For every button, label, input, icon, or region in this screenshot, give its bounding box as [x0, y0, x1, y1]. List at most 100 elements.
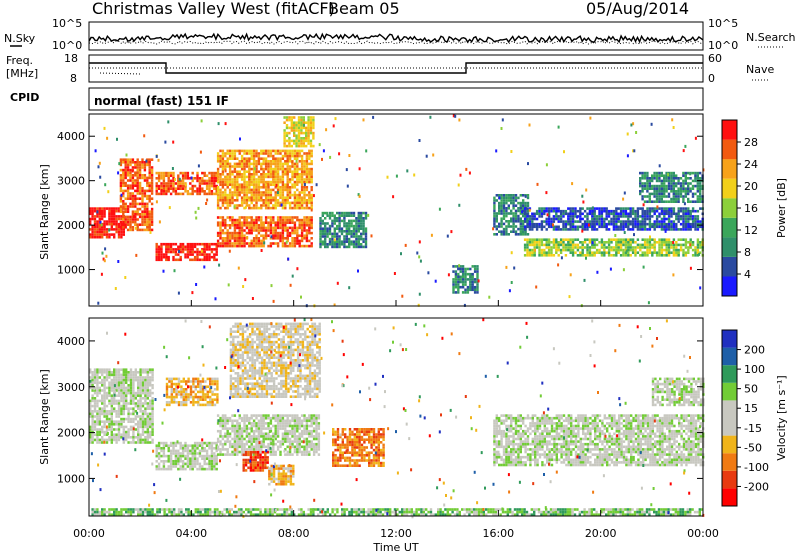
xtick-label: 16:00	[482, 527, 514, 540]
velocity-colorbar-swatch	[722, 330, 737, 348]
power-colorbar-tick: 24	[744, 158, 758, 171]
velocity-colorbar-swatch	[722, 382, 737, 401]
power-colorbar-swatch	[722, 237, 737, 257]
velocity-ytick-label: 2000	[57, 427, 85, 440]
velocity-region	[229, 322, 321, 398]
power-region	[155, 171, 218, 196]
velocity-region	[216, 414, 321, 456]
velocity-colorbar-swatch	[722, 365, 737, 383]
cpid-text: normal (fast) 151 IF	[94, 94, 229, 108]
velocity-colorbar-tick: -100	[744, 461, 769, 474]
freq-unit-label: [MHz]	[6, 67, 38, 80]
velocity-ytick-label: 4000	[57, 335, 85, 348]
xtick-label: 20:00	[585, 527, 617, 540]
freq-left-tick-bottom: 8	[70, 72, 77, 85]
freq-line	[89, 62, 703, 74]
power-region	[216, 149, 313, 210]
velocity-region	[165, 377, 219, 407]
noise-right-tick-top: 10^5	[708, 17, 738, 30]
power-colorbar-label: Power [dB]	[775, 178, 788, 238]
velocity-colorbar-tick: 100	[744, 363, 765, 376]
power-ylabel: Slant Range [km]	[38, 164, 51, 260]
power-colorbar-tick: 28	[744, 136, 758, 149]
power-colorbar-swatch	[722, 217, 737, 238]
xtick-label: 12:00	[380, 527, 412, 540]
station-title: Christmas Valley West (fitACF)	[92, 0, 335, 18]
cpid-panel: normal (fast) 151 IF	[88, 87, 704, 111]
power-region	[319, 211, 368, 249]
power-colorbar-swatch	[722, 139, 737, 160]
velocity-colorbar-swatch	[722, 347, 737, 366]
velocity-colorbar-swatch	[722, 418, 737, 436]
power-colorbar-swatch	[722, 276, 737, 296]
nsearch-label: N.Search	[746, 31, 796, 44]
noise-panel: 10^5 10^0 10^5 10^0	[52, 17, 738, 52]
power-colorbar-tick: 8	[744, 246, 751, 259]
velocity-region	[332, 428, 385, 467]
power-region	[89, 207, 125, 239]
freq-left-tick-top: 18	[64, 52, 78, 65]
velocity-colorbar-swatch	[722, 453, 737, 471]
power-ytick-label: 3000	[57, 175, 85, 188]
power-region	[493, 194, 530, 236]
power-colorbar-swatch	[722, 120, 737, 140]
power-region	[523, 238, 704, 257]
velocity-colorbar-tick: 200	[744, 344, 765, 357]
velocity-colorbar-label: Velocity [m s⁻¹]	[775, 375, 788, 460]
power-colorbar-tick: 16	[744, 202, 758, 215]
noise-left-tick-bottom: 10^0	[52, 39, 82, 52]
velocity-colorbar-swatch	[722, 400, 737, 418]
noise-left-tick-top: 10^5	[52, 17, 82, 30]
nave-label: Nave	[746, 63, 774, 76]
nave-dip	[99, 72, 141, 75]
power-region	[119, 158, 154, 232]
power-colorbar-swatch	[722, 256, 737, 277]
freq-right-tick-top: 60	[708, 52, 722, 65]
xtick-label: 08:00	[278, 527, 310, 540]
power-colorbar-tick: 12	[744, 224, 758, 237]
velocity-region	[155, 441, 218, 471]
power-region	[639, 171, 704, 203]
velocity-region	[242, 450, 269, 472]
velocity-colorbar-swatch	[722, 488, 737, 506]
velocity-colorbar-tick: -200	[744, 480, 769, 493]
xtick-label: 04:00	[175, 527, 207, 540]
power-panel: 4000 3000 2000 1000 Slant Range [km]	[38, 113, 705, 308]
power-region	[216, 216, 313, 248]
nsearch-line	[88, 40, 704, 45]
power-colorbar-swatch	[722, 159, 737, 179]
power-colorbar: 28 24 20 16 12 8 4 Power [dB]	[721, 119, 788, 297]
velocity-colorbar-tick: -15	[744, 422, 762, 435]
velocity-colorbar-tick: 15	[744, 402, 758, 415]
velocity-panel: 4000 3000 2000 1000 Slant Range [km]	[38, 317, 705, 519]
velocity-colorbar-swatch	[722, 470, 737, 489]
date-title: 05/Aug/2014	[586, 0, 689, 18]
power-region	[452, 265, 479, 294]
noise-right-tick-bottom: 10^0	[708, 39, 738, 52]
nsky-line	[88, 32, 704, 44]
velocity-region	[89, 368, 154, 444]
freq-label: Freq.	[6, 54, 33, 67]
time-axis: 00:00 04:00 08:00 12:00 16:00 20:00 00:00	[73, 300, 719, 540]
power-ytick-label: 1000	[57, 264, 85, 277]
nsky-label: N.Sky	[4, 32, 36, 45]
velocity-region	[651, 377, 705, 407]
power-region	[283, 116, 315, 148]
power-scatter	[94, 114, 705, 308]
power-colorbar-tick: 4	[744, 268, 751, 281]
xaxis-label: Time UT	[372, 541, 418, 554]
beam-title: Beam 05	[328, 0, 400, 18]
power-colorbar-tick: 20	[744, 180, 758, 193]
power-region	[523, 207, 704, 231]
xtick-label: 00:00	[687, 527, 719, 540]
velocity-ytick-label: 1000	[57, 472, 85, 485]
velocity-colorbar: 200 100 50 15 -15 -50 -100 -200 Velocity [m s⁻¹…	[721, 329, 788, 507]
power-ytick-label: 4000	[57, 130, 85, 143]
freq-panel: 18 8 60 0	[64, 52, 722, 85]
xtick-label: 00:00	[73, 527, 105, 540]
power-colorbar-swatch	[722, 178, 737, 199]
freq-right-tick-bottom: 0	[708, 72, 715, 85]
velocity-region	[493, 414, 705, 467]
velocity-colorbar-tick: 50	[744, 383, 758, 396]
